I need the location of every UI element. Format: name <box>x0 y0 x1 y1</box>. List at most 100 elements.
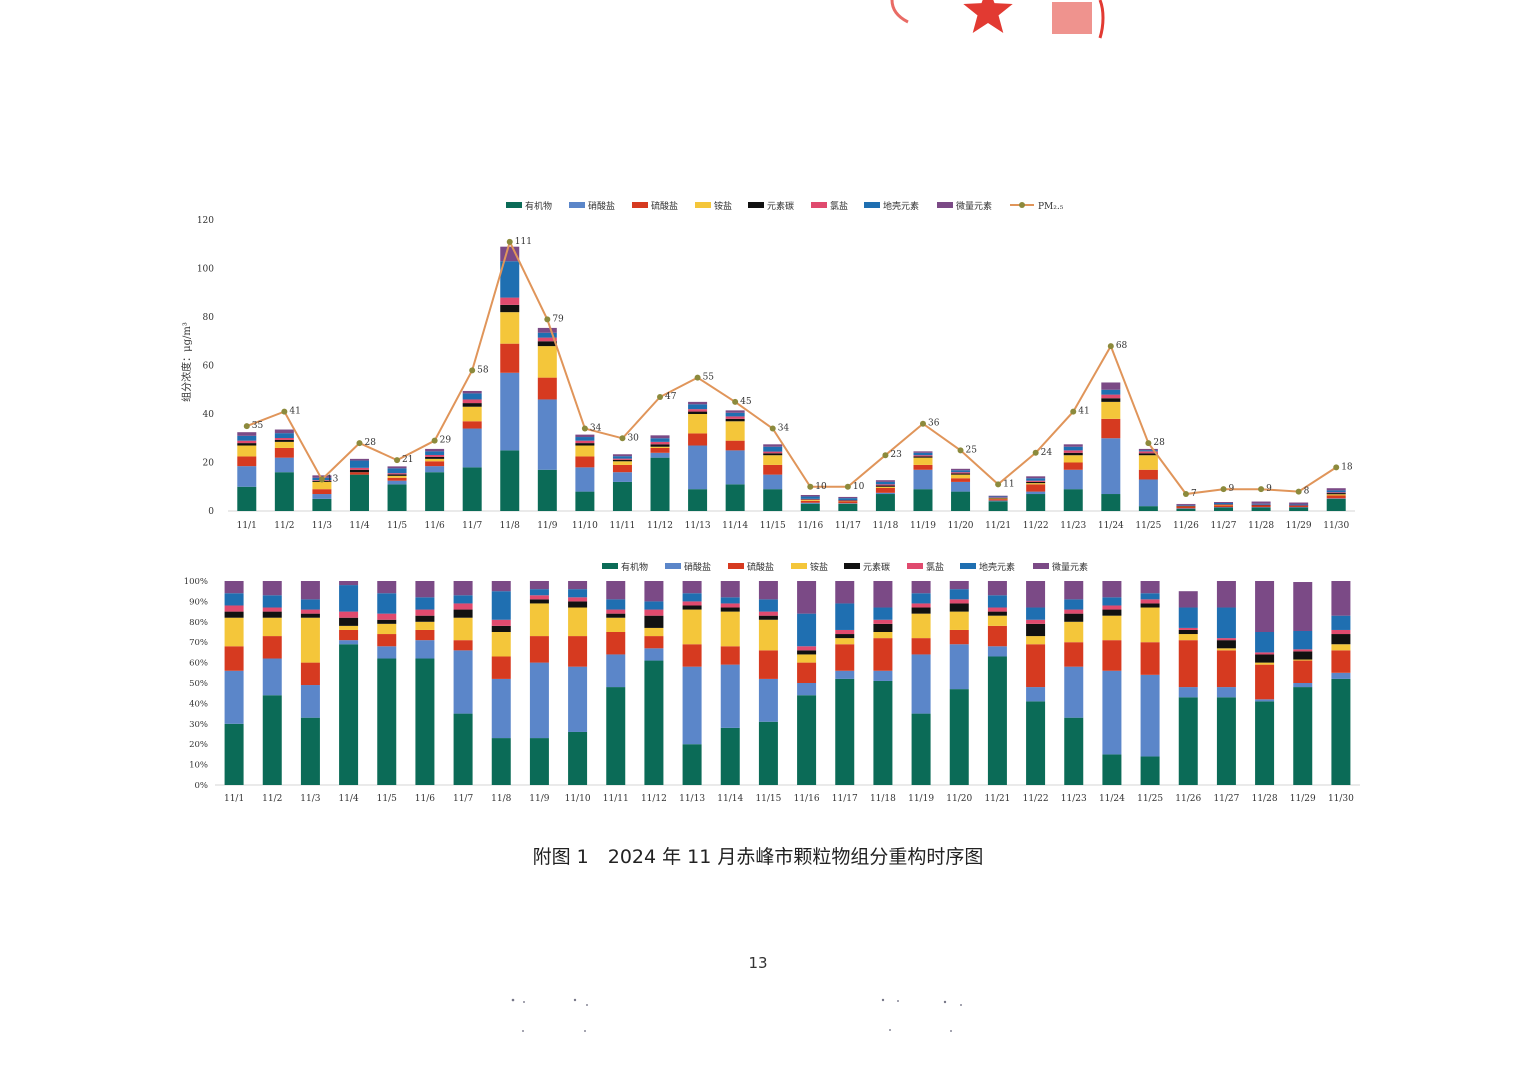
c1-bar-11/6-微量元素 <box>425 448 445 452</box>
pm25-label-6: 58 <box>477 365 489 375</box>
c1-bar-11/22-氯盐 <box>1026 480 1046 482</box>
c1-xtick-6: 11/7 <box>462 521 482 531</box>
c1-xtick-9: 11/10 <box>572 521 598 531</box>
c1-bar-11/23-硫酸盐 <box>1063 462 1083 470</box>
c2-bar-11/16-铵盐 <box>797 654 817 663</box>
pm25-label-0: 35 <box>252 421 264 431</box>
c2-bar-11/17-硫酸盐 <box>835 644 855 671</box>
legend-label-1: 硝酸盐 <box>684 561 711 573</box>
c1-bar-11/20-微量元素 <box>951 468 971 471</box>
c1-bar-11/17-地壳元素 <box>838 498 858 501</box>
c1-bar-11/3-硫酸盐 <box>312 489 332 495</box>
c1-bar-11/3-有机物 <box>312 498 332 511</box>
c1-bar-11/25-氯盐 <box>1138 451 1158 454</box>
c2-bar-11/8-硫酸盐 <box>491 656 511 679</box>
c2-bar-11/6-微量元素 <box>415 581 435 598</box>
c1-bar-11/30-有机物 <box>1326 498 1346 511</box>
c1-bar-11/2-有机物 <box>274 472 294 511</box>
c2-bar-11/17-地壳元素 <box>835 603 855 630</box>
c2-bar-11/2-有机物 <box>262 695 282 785</box>
c1-xtick-8: 11/9 <box>537 521 557 531</box>
c2-bar-11/30-硝酸盐 <box>1331 672 1351 679</box>
legend-label-5: 氯盐 <box>926 561 944 573</box>
pm25-point-8 <box>544 316 551 323</box>
c2-bar-11/15-有机物 <box>758 721 778 785</box>
legend-label-2: 硫酸盐 <box>651 200 678 212</box>
c1-bar-11/25-铵盐 <box>1138 455 1158 470</box>
pm25-point-14 <box>769 425 776 432</box>
c1-bar-11/10-有机物 <box>575 491 595 511</box>
c2-bar-11/15-地壳元素 <box>758 599 778 612</box>
c1-bar-11/13-硝酸盐 <box>688 445 708 490</box>
c1-bar-11/18-硝酸盐 <box>875 492 895 495</box>
c2-bar-11/2-硫酸盐 <box>262 636 282 659</box>
c2-xtick-11: 11/12 <box>641 794 667 804</box>
c2-bar-11/14-微量元素 <box>720 581 740 598</box>
c1-bar-11/30-硫酸盐 <box>1326 495 1346 499</box>
legend-label-3: 铵盐 <box>714 200 732 212</box>
c2-bar-11/11-硫酸盐 <box>606 632 626 655</box>
c1-bar-11/12-微量元素 <box>650 435 670 439</box>
c2-bar-11/30-元素碳 <box>1331 634 1351 645</box>
c2-bar-11/11-氯盐 <box>606 609 626 614</box>
c2-bar-11/19-有机物 <box>911 713 931 785</box>
c1-bar-11/11-硫酸盐 <box>612 464 632 473</box>
c1-bar-11/23-铵盐 <box>1063 455 1083 463</box>
c1-bar-11/5-地壳元素 <box>387 468 407 474</box>
c1-bar-11/4-微量元素 <box>349 458 369 461</box>
c1-bar-11/25-地壳元素 <box>1138 450 1158 452</box>
c2-bar-11/7-地壳元素 <box>453 595 473 604</box>
c2-bar-11/8-元素碳 <box>491 625 511 632</box>
c2-bar-11/1-有机物 <box>224 723 244 785</box>
c2-bar-11/1-氯盐 <box>224 605 244 612</box>
c1-bar-11/24-硫酸盐 <box>1101 418 1121 439</box>
c2-bar-11/4-硝酸盐 <box>339 640 359 645</box>
c2-bar-11/9-氯盐 <box>529 595 549 600</box>
c2-bar-11/12-硫酸盐 <box>644 636 664 649</box>
c2-xtick-6: 11/7 <box>453 794 473 804</box>
c2-bar-11/29-铵盐 <box>1293 659 1313 661</box>
pm25-point-7 <box>506 238 513 245</box>
c2-bar-11/23-地壳元素 <box>1064 599 1084 610</box>
c1-bar-11/1-氯盐 <box>237 440 257 444</box>
c2-xtick-25: 11/26 <box>1175 794 1201 804</box>
c2-bar-11/29-氯盐 <box>1293 649 1313 652</box>
c2-bar-11/14-地壳元素 <box>720 597 740 604</box>
c2-bar-11/6-元素碳 <box>415 615 435 622</box>
c1-bar-11/27-硝酸盐 <box>1214 507 1234 508</box>
pm25-point-1 <box>281 408 288 415</box>
c1-bar-11/4-氯盐 <box>349 467 369 470</box>
c2-bar-11/20-硝酸盐 <box>949 644 969 690</box>
c1-bar-11/25-有机物 <box>1138 506 1158 511</box>
c1-xtick-3: 11/4 <box>349 521 369 531</box>
pm25-point-13 <box>732 398 739 405</box>
c1-bar-11/14-地壳元素 <box>725 412 745 417</box>
c2-bar-11/20-微量元素 <box>949 581 969 590</box>
c2-bar-11/22-元素碳 <box>1026 623 1046 637</box>
chart2-bars <box>224 581 1351 785</box>
legend-label-4: 元素碳 <box>767 200 794 212</box>
c1-bar-11/9-地壳元素 <box>537 332 557 338</box>
c1-xtick-1: 11/2 <box>274 521 294 531</box>
c2-bar-11/3-氯盐 <box>300 609 320 614</box>
c2-bar-11/26-微量元素 <box>1178 591 1198 608</box>
c2-bar-11/9-元素碳 <box>529 599 549 604</box>
c2-bar-11/20-铵盐 <box>949 611 969 630</box>
c2-bar-11/11-硝酸盐 <box>606 654 626 688</box>
c1-bar-11/30-铵盐 <box>1326 494 1346 496</box>
c2-bar-11/16-硝酸盐 <box>797 683 817 696</box>
c1-bar-11/22-硝酸盐 <box>1026 491 1046 495</box>
c2-bar-11/28-地壳元素 <box>1255 632 1275 653</box>
c2-bar-11/25-氯盐 <box>1140 599 1160 604</box>
c1-bar-11/28-硫酸盐 <box>1251 505 1271 508</box>
c2-ytick-5: 50% <box>189 679 208 689</box>
pm25-label-14: 34 <box>778 424 790 434</box>
c1-bar-11/19-硫酸盐 <box>913 464 933 470</box>
c1-bar-11/27-氯盐 <box>1214 504 1234 505</box>
c2-bar-11/15-硝酸盐 <box>758 678 778 722</box>
c1-bar-11/12-铵盐 <box>650 446 670 448</box>
c2-bar-11/26-元素碳 <box>1178 629 1198 635</box>
c2-bar-11/13-元素碳 <box>682 605 702 610</box>
c1-bar-11/2-元素碳 <box>274 439 294 442</box>
c2-bar-11/5-有机物 <box>377 658 397 785</box>
